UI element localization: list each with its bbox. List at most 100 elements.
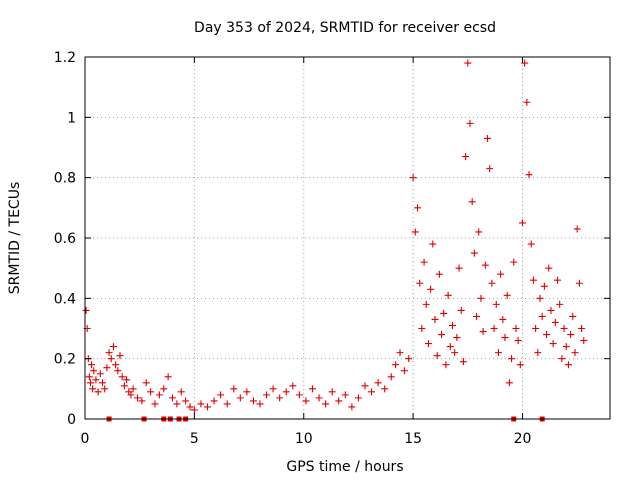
data-point	[129, 385, 137, 393]
data-point	[354, 394, 362, 402]
data-point	[420, 258, 428, 266]
data-point	[387, 373, 395, 381]
data-point	[134, 394, 141, 402]
data-point	[484, 134, 491, 142]
y-tick-label: 1	[67, 110, 76, 126]
data-point	[501, 334, 509, 342]
data-point	[453, 334, 461, 342]
data-point	[256, 400, 264, 408]
data-point	[155, 391, 163, 399]
data-point	[322, 400, 330, 408]
data-point	[429, 240, 437, 248]
data-point	[532, 325, 540, 332]
data-point	[197, 400, 205, 408]
data-point	[243, 388, 251, 396]
data-point	[440, 309, 448, 317]
data-point	[96, 370, 104, 378]
data-point	[556, 300, 564, 308]
data-point	[223, 400, 231, 408]
data-point	[536, 294, 544, 302]
data-point	[368, 388, 376, 396]
data-point	[82, 306, 90, 314]
data-point	[492, 300, 500, 308]
data-point	[499, 315, 507, 323]
data-point	[431, 315, 439, 323]
data-point	[459, 358, 467, 366]
data-point	[302, 397, 310, 405]
y-tick-labels: 0 0.2 0.4 0.6 0.8 1 1.2	[54, 50, 76, 428]
data-point	[230, 385, 238, 393]
data-point	[90, 367, 98, 375]
data-point	[516, 361, 524, 369]
data-point	[424, 340, 432, 348]
data-point	[438, 331, 446, 339]
data-point	[88, 361, 96, 369]
x-tick-label: 10	[295, 431, 313, 447]
data-point	[105, 349, 113, 357]
data-point	[477, 294, 485, 302]
data-point	[521, 59, 529, 67]
data-point	[564, 361, 572, 369]
data-point	[503, 291, 511, 299]
data-point	[444, 291, 452, 299]
data-point	[549, 340, 557, 348]
data-point	[523, 98, 531, 106]
data-point	[164, 373, 172, 381]
y-tick-label: 0	[67, 412, 76, 428]
data-point	[525, 171, 533, 179]
data-point	[328, 388, 336, 396]
data-point	[92, 376, 100, 384]
chart-title: Day 353 of 2024, SRMTID for receiver ecs…	[194, 20, 496, 36]
data-point	[116, 352, 124, 360]
data-point	[571, 349, 579, 357]
data-point	[295, 391, 303, 399]
data-point	[99, 379, 106, 387]
data-point	[538, 312, 546, 320]
data-point	[416, 279, 424, 287]
data-point	[89, 385, 97, 393]
data-point	[396, 349, 404, 357]
data-point	[109, 343, 117, 351]
data-point	[554, 276, 561, 284]
data-point	[505, 379, 513, 387]
data-point	[464, 59, 472, 67]
x-tick-label: 20	[514, 431, 532, 447]
data-point	[433, 352, 441, 360]
data-point	[309, 385, 316, 393]
data-point	[400, 367, 408, 375]
series-ecsd	[82, 59, 588, 414]
data-point	[534, 349, 542, 357]
data-point	[567, 331, 575, 339]
data-point	[282, 388, 290, 396]
data-point	[519, 219, 526, 227]
data-point	[551, 318, 559, 326]
data-point	[411, 228, 419, 236]
data-point	[392, 361, 400, 369]
data-point	[249, 397, 257, 405]
data-point	[451, 349, 459, 357]
data-point	[514, 337, 522, 345]
data-point	[527, 240, 535, 248]
y-axis-label: SRMTID / TECUs	[7, 182, 23, 295]
data-point	[190, 406, 198, 414]
data-point	[186, 403, 194, 411]
data-point	[479, 328, 487, 336]
data-point	[204, 403, 211, 411]
data-point	[103, 364, 111, 372]
data-point	[263, 391, 271, 399]
data-point	[562, 343, 570, 351]
data-point	[497, 270, 505, 278]
data-point	[210, 397, 218, 405]
data-point	[147, 388, 155, 396]
data-point	[573, 225, 581, 233]
data-point	[418, 325, 426, 332]
x-tick-labels: 0 5 10 15 20	[81, 431, 532, 447]
data-point	[580, 337, 588, 345]
data-point	[466, 119, 474, 127]
data-point	[569, 312, 577, 320]
plot-frame	[84, 56, 611, 420]
data-point	[123, 376, 131, 384]
data-point	[85, 373, 93, 381]
data-point	[455, 264, 463, 272]
